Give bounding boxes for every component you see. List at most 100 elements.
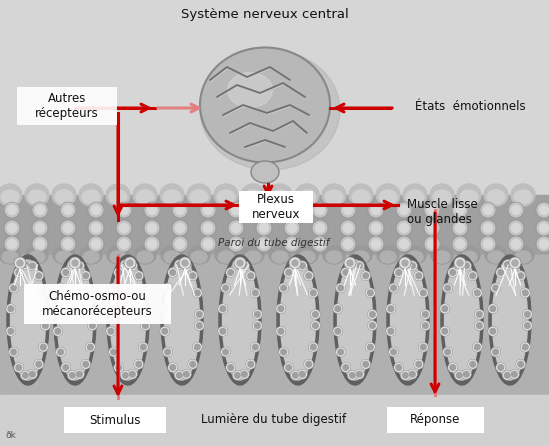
Ellipse shape xyxy=(457,184,481,206)
Circle shape xyxy=(367,310,377,319)
Ellipse shape xyxy=(160,184,184,206)
Circle shape xyxy=(480,202,496,218)
Circle shape xyxy=(484,206,492,215)
Circle shape xyxy=(363,361,368,367)
Circle shape xyxy=(388,328,394,334)
Ellipse shape xyxy=(377,246,399,264)
Ellipse shape xyxy=(10,260,46,380)
Circle shape xyxy=(255,312,260,317)
Circle shape xyxy=(14,363,24,372)
Circle shape xyxy=(357,372,362,377)
Circle shape xyxy=(232,240,240,248)
Circle shape xyxy=(32,236,48,252)
Circle shape xyxy=(540,240,548,248)
Circle shape xyxy=(402,260,408,266)
Circle shape xyxy=(309,342,318,352)
Circle shape xyxy=(163,283,172,293)
Ellipse shape xyxy=(376,184,400,206)
Circle shape xyxy=(64,206,72,215)
Circle shape xyxy=(120,223,128,232)
Circle shape xyxy=(286,270,292,275)
Circle shape xyxy=(456,206,464,215)
Circle shape xyxy=(260,206,268,215)
Circle shape xyxy=(182,260,188,266)
Circle shape xyxy=(477,312,482,317)
Circle shape xyxy=(165,285,170,291)
Circle shape xyxy=(396,270,401,275)
Circle shape xyxy=(36,361,42,367)
Circle shape xyxy=(141,310,150,319)
Circle shape xyxy=(253,321,262,330)
Ellipse shape xyxy=(214,184,238,206)
Ellipse shape xyxy=(26,246,48,264)
Circle shape xyxy=(424,202,440,218)
Circle shape xyxy=(367,290,373,296)
Circle shape xyxy=(127,369,137,379)
Circle shape xyxy=(14,268,24,277)
Circle shape xyxy=(369,323,375,328)
Circle shape xyxy=(14,257,26,269)
Circle shape xyxy=(172,236,188,252)
Circle shape xyxy=(36,223,44,232)
Circle shape xyxy=(461,261,472,271)
Circle shape xyxy=(361,359,371,369)
Circle shape xyxy=(488,304,498,314)
Circle shape xyxy=(138,288,148,298)
Circle shape xyxy=(220,328,226,334)
Circle shape xyxy=(457,260,463,266)
Circle shape xyxy=(369,312,375,317)
Circle shape xyxy=(72,260,78,266)
Circle shape xyxy=(228,202,244,218)
Circle shape xyxy=(316,240,324,248)
Circle shape xyxy=(4,236,20,252)
Circle shape xyxy=(165,349,170,355)
Ellipse shape xyxy=(29,251,45,263)
Ellipse shape xyxy=(269,246,291,264)
Circle shape xyxy=(421,310,430,319)
Ellipse shape xyxy=(323,246,345,264)
Ellipse shape xyxy=(1,190,19,204)
Circle shape xyxy=(92,223,100,232)
Circle shape xyxy=(350,262,355,268)
Circle shape xyxy=(490,306,496,311)
Ellipse shape xyxy=(268,184,292,206)
Ellipse shape xyxy=(295,184,319,206)
Circle shape xyxy=(148,223,156,232)
Circle shape xyxy=(536,236,549,252)
Circle shape xyxy=(424,220,440,236)
Circle shape xyxy=(288,206,296,215)
Circle shape xyxy=(396,236,412,252)
Circle shape xyxy=(498,270,503,275)
Circle shape xyxy=(292,260,298,266)
Circle shape xyxy=(311,290,316,296)
Circle shape xyxy=(372,240,380,248)
Ellipse shape xyxy=(227,73,272,107)
Ellipse shape xyxy=(489,255,531,385)
Circle shape xyxy=(87,310,97,319)
Circle shape xyxy=(8,306,14,311)
Circle shape xyxy=(472,288,483,298)
Circle shape xyxy=(490,328,496,334)
Ellipse shape xyxy=(512,246,534,264)
Ellipse shape xyxy=(488,251,504,263)
Circle shape xyxy=(442,328,447,334)
Circle shape xyxy=(344,257,356,269)
Circle shape xyxy=(402,372,408,378)
Circle shape xyxy=(183,372,189,377)
Circle shape xyxy=(41,290,46,296)
Ellipse shape xyxy=(271,190,289,204)
Ellipse shape xyxy=(296,246,318,264)
Circle shape xyxy=(179,257,191,269)
Circle shape xyxy=(144,202,160,218)
Ellipse shape xyxy=(334,255,376,385)
Ellipse shape xyxy=(137,251,153,263)
FancyBboxPatch shape xyxy=(239,191,313,223)
Circle shape xyxy=(316,206,324,215)
Ellipse shape xyxy=(461,251,477,263)
Ellipse shape xyxy=(164,251,180,263)
Text: États  émotionnels: États émotionnels xyxy=(415,99,525,112)
Circle shape xyxy=(176,240,184,248)
Ellipse shape xyxy=(325,190,343,204)
Ellipse shape xyxy=(56,251,72,263)
Circle shape xyxy=(407,369,417,379)
